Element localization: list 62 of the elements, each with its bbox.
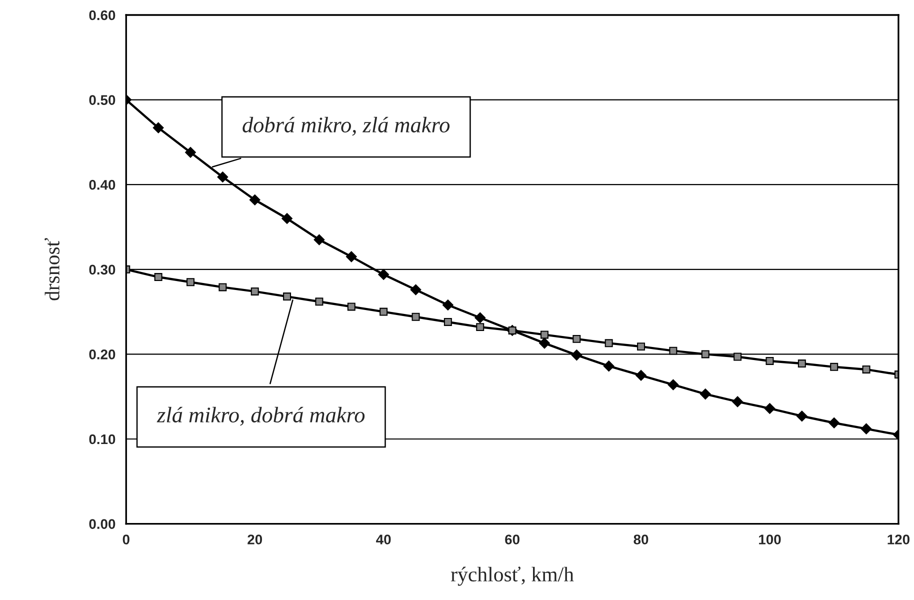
y-tick-label: 0.20	[89, 350, 116, 360]
point	[380, 308, 388, 316]
point	[186, 278, 194, 286]
point	[766, 356, 774, 365]
point	[830, 362, 838, 371]
point	[603, 360, 614, 372]
x-tick-label: 40	[376, 534, 391, 544]
point	[476, 323, 484, 332]
point	[637, 342, 646, 351]
y-tick-label: 0.50	[89, 95, 116, 105]
x-tick-label: 60	[505, 534, 520, 544]
point	[474, 312, 486, 324]
point	[249, 194, 260, 206]
y-tick-label: 0.60	[89, 10, 116, 20]
point	[764, 403, 776, 414]
point	[798, 360, 806, 368]
x-tick-label: 0	[122, 534, 130, 544]
point	[217, 172, 228, 182]
point	[701, 350, 710, 358]
point	[412, 312, 420, 321]
point	[346, 251, 357, 262]
x-tick-label: 20	[248, 534, 262, 544]
point	[315, 298, 324, 306]
point	[796, 410, 808, 422]
annotation: dobrá mikro, zlá makro	[242, 116, 450, 136]
y-tick-label: 0.00	[89, 519, 116, 529]
point	[250, 287, 259, 296]
point	[444, 318, 452, 326]
point	[571, 350, 582, 360]
point	[314, 234, 325, 246]
x-tick-label: 120	[888, 534, 910, 544]
point	[282, 213, 292, 224]
point	[604, 339, 613, 348]
point	[700, 388, 711, 400]
point	[668, 379, 679, 390]
point	[283, 292, 292, 301]
x-axis-title: rýchlosť, km/h	[450, 566, 574, 586]
point	[378, 269, 390, 280]
point	[410, 284, 422, 296]
point	[860, 423, 872, 434]
x-tick-label: 100	[759, 534, 781, 544]
point	[540, 330, 548, 339]
x-tick-label: 80	[634, 534, 648, 544]
y-axis-title: drsnosť	[44, 238, 60, 300]
point	[732, 396, 743, 408]
point	[185, 146, 196, 158]
point	[154, 273, 162, 282]
point	[862, 365, 870, 374]
point	[734, 352, 742, 361]
point	[669, 346, 678, 355]
y-tick-label: 0.40	[89, 180, 116, 190]
point	[572, 334, 581, 343]
y-tick-label: 0.10	[89, 434, 116, 444]
point	[347, 302, 356, 311]
y-tick-label: 0.30	[89, 264, 116, 275]
point	[636, 370, 646, 381]
point	[539, 338, 550, 349]
point	[218, 283, 227, 292]
point	[442, 300, 454, 310]
point	[828, 417, 840, 428]
annotation: zlá mikro, dobrá makro	[156, 406, 365, 426]
point	[152, 122, 164, 134]
